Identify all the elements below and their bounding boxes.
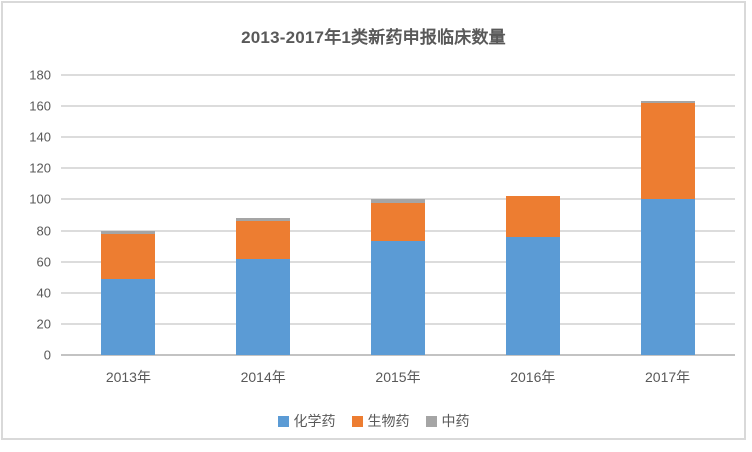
legend-item-tcm: 中药 (425, 411, 470, 431)
y-axis-tick-label: 160 (29, 98, 51, 114)
stacked-bar-2013年 (101, 230, 156, 355)
legend-swatch-tcm-icon (425, 415, 437, 427)
plot-area (61, 74, 735, 356)
bar-segment-化学药-2016年 (505, 236, 560, 355)
bar-segment-化学药-2014年 (236, 258, 291, 355)
legend-label-biological: 生物药 (367, 413, 410, 429)
y-axis-tick-label: 60 (36, 254, 51, 270)
x-axis-category-label: 2014年 (240, 369, 286, 385)
y-axis-tick-label: 40 (36, 285, 51, 301)
legend-label-chemical: 化学药 (293, 413, 336, 429)
gridline (61, 105, 735, 108)
bar-segment-生物药-2015年 (371, 202, 425, 242)
bar-segment-生物药-2017年 (640, 103, 695, 200)
stacked-bar-2014年 (236, 218, 291, 355)
y-axis-tick-label: 80 (36, 223, 51, 239)
legend-item-chemical: 化学药 (277, 411, 336, 431)
legend-label-tcm: 中药 (441, 413, 470, 429)
gridline (61, 167, 735, 170)
chart-title: 2013-2017年1类新药申报临床数量 (241, 28, 506, 47)
bar-segment-生物药-2016年 (505, 196, 560, 237)
stacked-bar-2016年 (505, 196, 560, 355)
x-axis-category-label: 2017年 (645, 369, 691, 385)
y-axis-tick-label: 100 (29, 191, 51, 207)
x-axis-line (61, 354, 735, 356)
y-axis-tick-label: 20 (36, 316, 51, 332)
legend-swatch-chemical-icon (277, 415, 289, 427)
gridline (61, 136, 735, 139)
y-axis-tick-label: 120 (29, 160, 51, 176)
bar-segment-中药-2015年 (371, 199, 425, 203)
y-axis-tick-label: 140 (29, 129, 51, 145)
legend-item-biological: 生物药 (351, 411, 410, 431)
legend: 化学药 生物药 中药 (3, 411, 744, 431)
x-axis-category-label: 2015年 (375, 369, 421, 385)
bar-segment-化学药-2015年 (371, 241, 425, 355)
bar-segment-化学药-2017年 (640, 199, 695, 355)
stacked-bar-2015年 (371, 199, 425, 355)
y-axis-tick-label: 180 (29, 67, 51, 83)
bar-segment-化学药-2013年 (101, 278, 156, 355)
x-axis-category-label: 2013年 (105, 369, 151, 385)
stacked-bar-2017年 (640, 101, 695, 355)
chart-frame: 2013-2017年1类新药申报临床数量 0 20 40 60 80 100 120 140 1… (1, 1, 746, 440)
bar-segment-生物药-2013年 (101, 233, 156, 279)
bar-segment-中药-2014年 (236, 218, 291, 222)
bar-segment-中药-2017年 (640, 101, 695, 104)
bar-segment-中药-2013年 (101, 230, 156, 234)
x-axis-category-label: 2016年 (510, 369, 556, 385)
y-axis-tick-label: 0 (43, 347, 51, 363)
bar-segment-生物药-2014年 (236, 221, 291, 259)
legend-swatch-biological-icon (351, 415, 363, 427)
gridline (61, 74, 735, 76)
gridline (61, 198, 735, 201)
